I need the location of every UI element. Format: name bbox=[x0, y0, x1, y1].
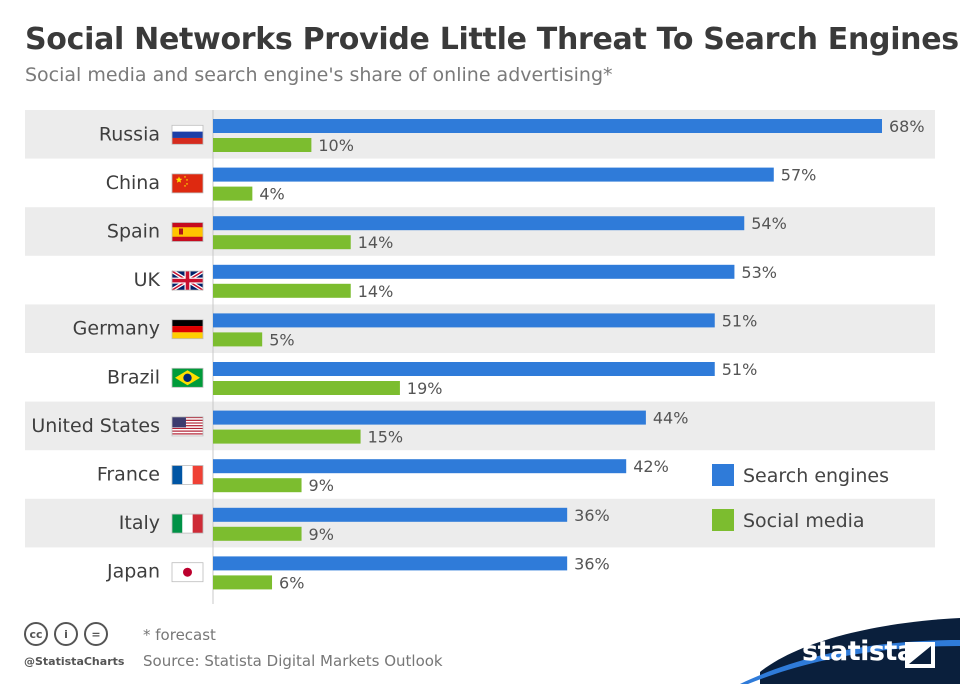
data-label-search-engines: 36% bbox=[574, 554, 610, 573]
data-label-social-media: 14% bbox=[358, 233, 394, 252]
legend-label: Social media bbox=[743, 510, 865, 532]
row-band bbox=[25, 304, 935, 353]
bar-social-media bbox=[213, 332, 263, 347]
data-label-search-engines: 51% bbox=[722, 311, 758, 330]
chart-subtitle: Social media and search engine's share o… bbox=[25, 64, 613, 86]
data-label-search-engines: 42% bbox=[633, 457, 669, 476]
row-band bbox=[25, 401, 935, 451]
data-label-social-media: 14% bbox=[358, 282, 394, 301]
data-label-search-engines: 36% bbox=[574, 506, 610, 525]
bar-social-media bbox=[213, 381, 400, 395]
twitter-handle: @StatistaCharts bbox=[24, 655, 125, 668]
row-band bbox=[25, 207, 935, 256]
country-label: United States bbox=[31, 415, 160, 437]
china-flag-icon bbox=[171, 173, 204, 194]
bar-social-media bbox=[213, 186, 253, 201]
bar-social-media bbox=[213, 526, 302, 541]
source-text: Source: Statista Digital Markets Outlook bbox=[143, 652, 443, 670]
country-label: Germany bbox=[73, 318, 160, 340]
bar-search-engines bbox=[213, 459, 627, 474]
cc-icon: cc bbox=[24, 622, 48, 646]
bar-search-engines bbox=[213, 264, 735, 279]
statista-logo-icon bbox=[905, 642, 935, 668]
nd-icon: = bbox=[84, 622, 108, 646]
bar-social-media bbox=[213, 283, 351, 298]
country-label: France bbox=[97, 464, 160, 486]
bar-search-engines bbox=[213, 362, 715, 376]
data-label-search-engines: 53% bbox=[741, 263, 777, 282]
legend-swatch bbox=[712, 464, 734, 486]
country-label: China bbox=[106, 172, 160, 194]
data-label-social-media: 19% bbox=[407, 379, 443, 398]
legend-swatch bbox=[712, 509, 734, 531]
data-label-search-engines: 54% bbox=[751, 214, 787, 233]
country-label: Russia bbox=[99, 123, 160, 145]
bar-social-media bbox=[213, 235, 351, 250]
bar-search-engines bbox=[213, 119, 882, 133]
bar-search-engines bbox=[213, 313, 715, 328]
row-band bbox=[25, 110, 935, 159]
country-label: Italy bbox=[119, 512, 160, 534]
data-label-social-media: 15% bbox=[368, 428, 404, 447]
russia-flag-icon bbox=[171, 124, 204, 145]
france-flag-icon bbox=[171, 465, 204, 485]
data-label-social-media: 10% bbox=[318, 136, 354, 155]
data-label-search-engines: 57% bbox=[781, 166, 817, 185]
footnote: * forecast bbox=[143, 626, 216, 644]
data-label-social-media: 5% bbox=[269, 330, 294, 349]
uk-flag-icon bbox=[170, 269, 205, 292]
data-label-social-media: 9% bbox=[309, 525, 334, 544]
brazil-flag-icon bbox=[171, 367, 204, 388]
bar-search-engines bbox=[213, 507, 568, 522]
bar-search-engines bbox=[213, 167, 774, 182]
country-label: Spain bbox=[107, 221, 160, 243]
footer-wave-accent bbox=[740, 640, 960, 684]
country-label: Japan bbox=[106, 561, 160, 583]
data-label-social-media: 6% bbox=[279, 573, 304, 592]
bar-social-media bbox=[213, 478, 302, 493]
bar-search-engines bbox=[213, 556, 568, 571]
bar-social-media bbox=[213, 138, 312, 152]
data-label-social-media: 9% bbox=[309, 476, 334, 495]
data-label-search-engines: 68% bbox=[889, 117, 925, 136]
statista-logo: statista bbox=[802, 636, 915, 667]
legend-label: Search engines bbox=[743, 465, 889, 487]
data-label-search-engines: 51% bbox=[722, 360, 758, 379]
license-icons: cc i = bbox=[24, 622, 108, 646]
country-label: Brazil bbox=[107, 366, 160, 388]
japan-flag-icon bbox=[171, 562, 204, 583]
bar-social-media bbox=[213, 429, 361, 444]
chart-title: Social Networks Provide Little Threat To… bbox=[25, 22, 959, 57]
bar-search-engines bbox=[213, 216, 745, 231]
by-icon: i bbox=[54, 622, 78, 646]
bar-search-engines bbox=[213, 410, 646, 425]
spain-flag-icon bbox=[171, 222, 204, 242]
germany-flag-icon bbox=[171, 319, 204, 340]
united-states-flag-icon bbox=[171, 416, 204, 437]
italy-flag-icon bbox=[171, 513, 204, 534]
country-label: UK bbox=[134, 269, 161, 291]
data-label-social-media: 4% bbox=[259, 185, 284, 204]
bar-social-media bbox=[213, 575, 273, 590]
data-label-search-engines: 44% bbox=[653, 409, 689, 428]
